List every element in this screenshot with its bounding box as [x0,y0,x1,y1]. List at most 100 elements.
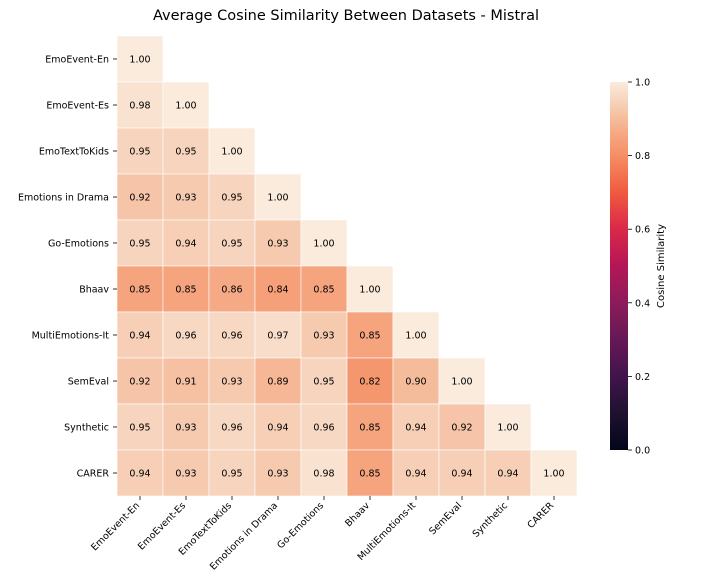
x-tick-label: EmoEvent-En [89,500,142,553]
x-tick-label: Bhaav [343,500,372,529]
cell-value-label: 0.93 [175,193,196,204]
cell-value-label: 0.94 [267,423,288,434]
cell-value-label: 1.00 [129,55,150,66]
heatmap-cell [392,311,440,359]
heatmap-cell [438,449,486,497]
cell-value-label: 0.95 [175,147,196,158]
colorbar-tick-label: 1.0 [635,78,650,89]
cell-value-label: 0.95 [221,193,242,204]
cell-value-label: 1.00 [267,193,288,204]
cell-value-label: 1.00 [451,377,472,388]
x-tick-label: EmoEvent-Es [136,500,188,552]
y-tick-label: CARER [77,469,110,480]
heatmap-cell [116,357,164,405]
cell-value-label: 0.95 [129,423,150,434]
heatmap-cell [162,403,210,451]
cell-value-label: 0.93 [221,377,242,388]
cell-value-label: 0.91 [175,377,196,388]
heatmap-cell [530,449,578,497]
heatmap-cell [208,449,256,497]
cell-value-label: 0.85 [313,285,334,296]
heatmap-cell [162,265,210,313]
cell-value-label: 1.00 [313,239,334,250]
cell-value-label: 0.95 [313,377,334,388]
y-tick-label: Bhaav [79,285,109,296]
cell-value-label: 0.94 [129,331,150,342]
cell-value-label: 0.84 [267,285,288,296]
cell-value-label: 0.92 [129,193,150,204]
heatmap-cell [162,311,210,359]
heatmap-cell [300,449,348,497]
cell-value-label: 0.96 [313,423,334,434]
y-tick-label: Emotions in Drama [18,193,109,204]
y-tick-label: MultiEmotions-It [32,331,110,342]
heatmap-cell [162,81,210,129]
cell-value-label: 0.85 [359,331,380,342]
heatmap-cell [116,35,164,83]
heatmap-cell [484,449,532,497]
colorbar-gradient [610,82,628,450]
chart-title: Average Cosine Similarity Between Datase… [153,8,539,24]
y-tick-label: SemEval [68,377,109,388]
cell-value-label: 0.96 [221,331,242,342]
heatmap-cell [162,219,210,267]
heatmap-cell [346,403,394,451]
cell-value-label: 1.00 [405,331,426,342]
cell-value-label: 0.94 [451,469,472,480]
heatmap-cell [438,357,486,405]
heatmap-cell [254,219,302,267]
cell-value-label: 0.89 [267,377,288,388]
cell-value-label: 0.94 [405,469,426,480]
cell-value-label: 0.85 [175,285,196,296]
heatmap-cell [484,403,532,451]
cell-value-label: 0.93 [313,331,334,342]
cell-value-label: 1.00 [359,285,380,296]
heatmap-cell [116,81,164,129]
x-tick-label: SemEval [427,500,464,537]
cell-value-label: 0.90 [405,377,426,388]
heatmap-cell [254,403,302,451]
cell-value-label: 1.00 [543,469,564,480]
x-tick-label: Synthetic [471,500,510,539]
heatmap-cell [254,173,302,221]
heatmap-cell [254,265,302,313]
heatmap-cell [208,357,256,405]
y-tick-label: EmoTextToKids [39,147,109,158]
heatmap-cell [300,265,348,313]
heatmap-cell [254,449,302,497]
cell-value-label: 0.95 [221,239,242,250]
cell-value-label: 0.94 [405,423,426,434]
y-tick-label: EmoEvent-Es [46,101,109,112]
heatmap-cell [208,219,256,267]
y-axis-tick-labels: EmoEvent-En EmoEvent-Es EmoTextToKids Emoti… [18,55,117,480]
y-tick-label: EmoEvent-En [45,55,109,66]
cell-value-label: 1.00 [221,147,242,158]
cell-value-label: 0.94 [175,239,196,250]
colorbar-tick-label: 0.6 [635,225,650,236]
heatmap-cell [208,403,256,451]
heatmap-cell [392,357,440,405]
cell-value-label: 0.96 [221,423,242,434]
cell-value-label: 0.95 [221,469,242,480]
colorbar-label: Cosine Similarity [656,224,667,308]
heatmap-cell [116,449,164,497]
cell-value-label: 1.00 [175,101,196,112]
cell-value-label: 0.98 [129,101,150,112]
cell-value-label: 0.96 [175,331,196,342]
cell-value-label: 0.92 [451,423,472,434]
cell-value-label: 0.85 [129,285,150,296]
cell-value-label: 0.93 [267,239,288,250]
heatmap-cell [392,403,440,451]
y-tick-label: Go-Emotions [48,239,109,250]
heatmap-cell [208,127,256,175]
cell-value-label: 0.92 [129,377,150,388]
heatmap-cell [208,265,256,313]
cell-value-label: 0.98 [313,469,334,480]
heatmap-cell [162,173,210,221]
colorbar-tick-label: 0.8 [635,151,650,162]
x-axis-tick-labels: EmoEvent-EnEmoEvent-EsEmoTextToKidsEmoti… [89,496,556,573]
x-tick-label: Go-Emotions [275,500,326,551]
cell-value-label: 0.93 [175,469,196,480]
heatmap-cell [300,219,348,267]
